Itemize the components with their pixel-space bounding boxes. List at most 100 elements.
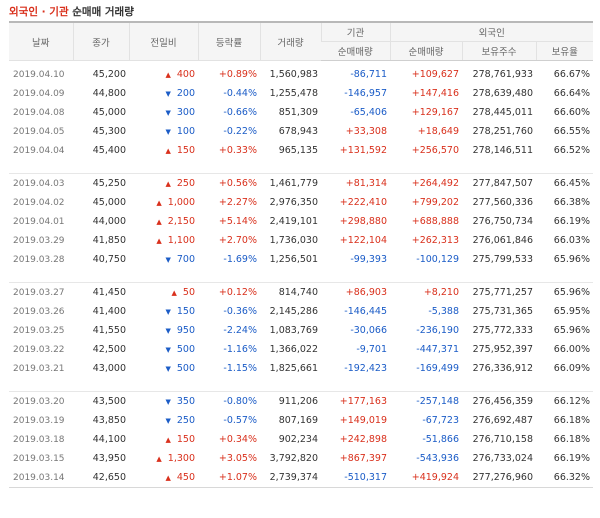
foreign-net-cell: +419,924 — [390, 468, 462, 488]
change-value: 500 — [176, 344, 195, 355]
header-change: 전일비 — [128, 21, 198, 61]
down-arrow-icon: ▼ — [165, 346, 171, 354]
date-cell: 2019.03.22 — [13, 344, 65, 355]
volume-cell: 911,206 — [278, 396, 318, 407]
foreign-hold-cell: 278,639,480 — [472, 88, 533, 99]
close-cell: 44,000 — [92, 216, 126, 227]
foreign-hold-cell: 276,750,734 — [472, 216, 533, 227]
change-value: 2,150 — [167, 216, 195, 227]
foreign-hold-cell: 278,146,511 — [472, 145, 533, 156]
foreign-net-cell: -236,190 — [416, 325, 459, 336]
header-foreign: 외국인 — [389, 21, 594, 42]
foreign-net-cell: -67,723 — [422, 415, 459, 426]
foreign-net-cell: +147,416 — [411, 88, 459, 99]
rate-cell: -1.16% — [223, 344, 257, 355]
volume-cell: 807,169 — [278, 415, 318, 426]
date-cell: 2019.04.10 — [13, 69, 65, 80]
table-row: 2019.03.14 42,650 ▲ 450 +1.07% 2,739,374 -510,… — [9, 468, 594, 488]
close-cell: 44,800 — [92, 88, 126, 99]
table-row: 2019.03.21 43,000 ▼ 500 -1.15% 1,825,661 -192,… — [9, 359, 593, 378]
change-value: 400 — [176, 69, 195, 80]
change-value: 350 — [176, 396, 195, 407]
inst-net-cell: -99,393 — [350, 254, 387, 265]
change-value: 150 — [176, 145, 195, 156]
table-row: 2019.03.29 41,850 ▲ 1,100 +2.70% 1,736,030 +12… — [9, 231, 593, 250]
change-cell: ▲ 1,000 — [129, 193, 198, 212]
foreign-hold-cell: 275,952,397 — [472, 344, 533, 355]
group-separator — [9, 269, 594, 283]
foreign-ratio-cell: 66.12% — [553, 396, 591, 407]
date-cell: 2019.04.08 — [13, 107, 65, 118]
date-cell: 2019.03.29 — [13, 235, 65, 246]
volume-cell: 1,825,661 — [269, 363, 318, 374]
inst-net-cell: -146,957 — [344, 88, 387, 99]
close-cell: 45,300 — [92, 126, 126, 137]
change-value: 250 — [176, 415, 195, 426]
title-investors: 외국인 · 기관 — [9, 6, 69, 18]
foreign-hold-cell: 275,771,257 — [472, 287, 533, 298]
volume-cell: 1,560,983 — [269, 69, 318, 80]
change-value: 700 — [176, 254, 195, 265]
table-body: 2019.04.10 45,200 ▲ 400 +0.89% 1,560,983 -86,7… — [9, 61, 594, 488]
inst-net-cell: -192,423 — [344, 363, 387, 374]
table-row: 2019.03.19 43,850 ▼ 250 -0.57% 807,169 +149,01… — [9, 411, 593, 430]
table-row: 2019.04.09 44,800 ▼ 200 -0.44% 1,255,478 -146,… — [9, 84, 593, 103]
foreign-ratio-cell: 66.67% — [553, 69, 591, 80]
table-row: 2019.03.26 41,400 ▼ 150 -0.36% 2,145,286 -146,… — [9, 302, 593, 321]
change-cell: ▼ 950 — [129, 321, 198, 340]
foreign-net-cell: -100,129 — [416, 254, 459, 265]
trading-table: 날짜 종가 전일비 등락률 거래량 기관 외국인 순매매량 순매매량 보유주수 … — [9, 21, 594, 488]
inst-net-cell: -86,711 — [350, 69, 387, 80]
table-row: 2019.03.15 43,950 ▲ 1,300 +3.05% 3,792,820 +86… — [9, 449, 593, 468]
header-foreign-net: 순매매량 — [389, 41, 462, 61]
foreign-net-cell: -51,866 — [422, 434, 459, 445]
volume-cell: 1,256,501 — [269, 254, 318, 265]
rate-cell: +0.33% — [218, 145, 257, 156]
foreign-hold-cell: 276,733,024 — [472, 453, 533, 464]
change-cell: ▲ 250 — [129, 174, 198, 194]
close-cell: 45,250 — [92, 178, 126, 189]
inst-net-cell: +222,410 — [339, 197, 387, 208]
change-value: 300 — [176, 107, 195, 118]
up-arrow-icon: ▲ — [156, 455, 162, 463]
up-arrow-icon: ▲ — [171, 289, 177, 297]
down-arrow-icon: ▼ — [165, 90, 171, 98]
close-cell: 41,450 — [92, 287, 126, 298]
change-cell: ▲ 150 — [129, 141, 198, 160]
date-cell: 2019.03.20 — [13, 396, 65, 407]
table-row: 2019.03.25 41,550 ▼ 950 -2.24% 1,083,769 -30,0… — [9, 321, 593, 340]
foreign-net-cell: -447,371 — [416, 344, 459, 355]
foreign-net-cell: +18,649 — [417, 126, 459, 137]
table-row: 2019.04.03 45,250 ▲ 250 +0.56% 1,461,779 +81,3… — [9, 174, 593, 194]
foreign-hold-cell: 276,710,158 — [472, 434, 533, 445]
foreign-ratio-cell: 66.45% — [553, 178, 591, 189]
table-row: 2019.03.27 41,450 ▲ 50 +0.12% 814,740 +86,903 +… — [9, 283, 593, 303]
close-cell: 44,100 — [92, 434, 126, 445]
foreign-net-cell: +8,210 — [423, 287, 459, 298]
inst-net-cell: -65,406 — [350, 107, 387, 118]
table-row: 2019.04.01 44,000 ▲ 2,150 +5.14% 2,419,101 +29… — [9, 212, 593, 231]
date-cell: 2019.04.01 — [13, 216, 65, 227]
inst-net-cell: +177,163 — [339, 396, 387, 407]
foreign-hold-cell: 276,456,359 — [472, 396, 533, 407]
separator-cell — [9, 269, 594, 283]
close-cell: 42,650 — [73, 468, 129, 488]
inst-net-cell: -9,701 — [356, 344, 387, 355]
foreign-ratio-cell: 66.60% — [553, 107, 591, 118]
table-row: 2019.04.10 45,200 ▲ 400 +0.89% 1,560,983 -86,7… — [9, 65, 593, 84]
date-cell: 2019.04.03 — [13, 178, 65, 189]
group-separator — [9, 160, 594, 174]
foreign-ratio-cell: 66.03% — [553, 235, 591, 246]
date-cell: 2019.03.21 — [13, 363, 65, 374]
volume-cell: 3,792,820 — [269, 453, 318, 464]
volume-cell: 902,234 — [278, 434, 318, 445]
rate-cell: -1.15% — [223, 363, 257, 374]
foreign-ratio-cell: 66.18% — [553, 415, 591, 426]
foreign-hold-cell: 278,445,011 — [472, 107, 533, 118]
close-cell: 41,550 — [92, 325, 126, 336]
change-value: 500 — [176, 363, 195, 374]
foreign-net-cell: +688,888 — [411, 216, 459, 227]
change-value: 950 — [176, 325, 195, 336]
foreign-ratio-cell: 66.00% — [553, 344, 591, 355]
